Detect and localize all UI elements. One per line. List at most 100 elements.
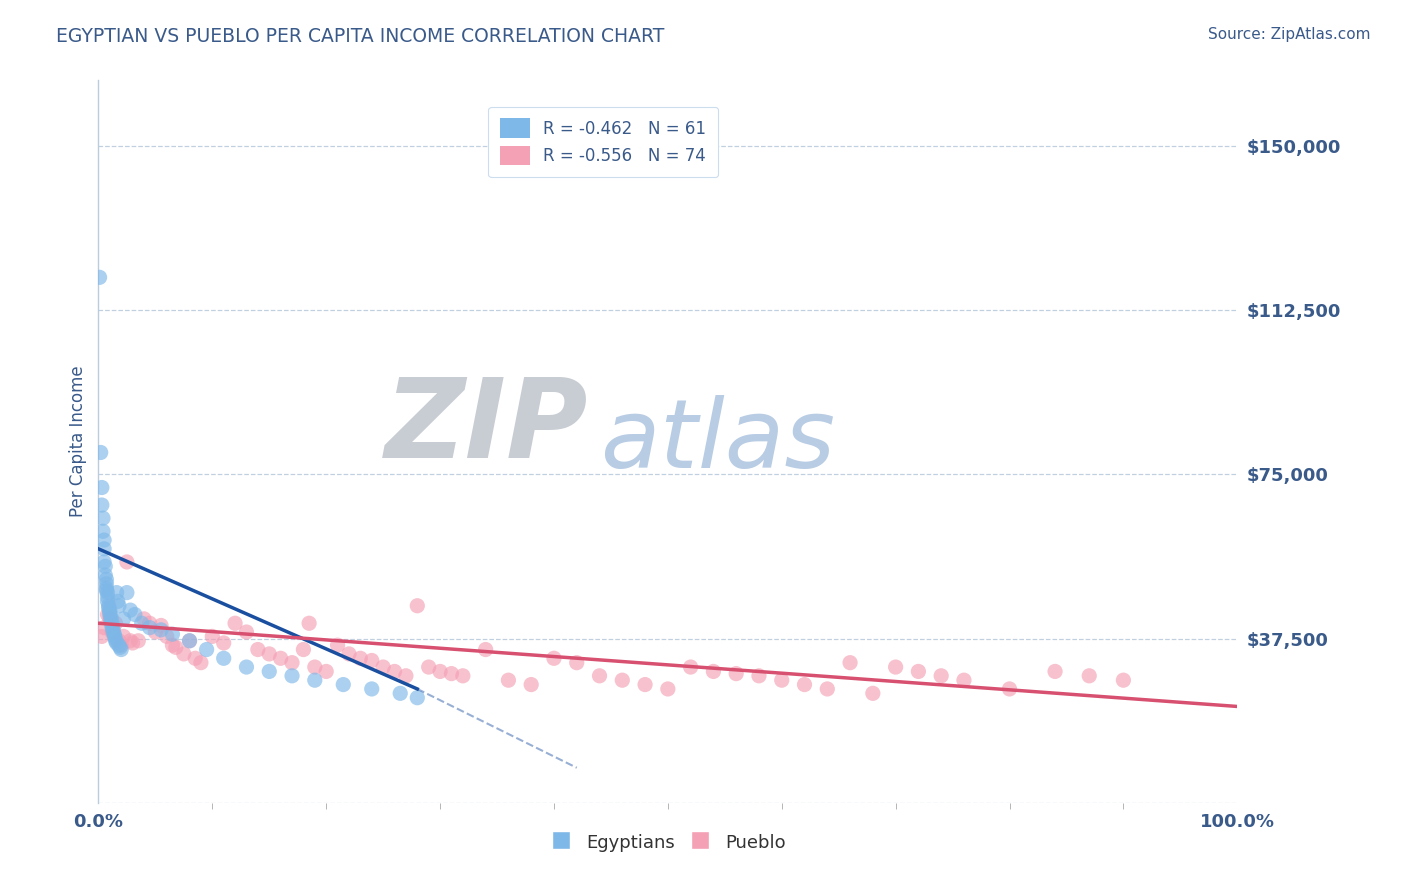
Point xyxy=(839,656,862,670)
Point xyxy=(94,559,117,574)
Point xyxy=(884,660,907,674)
Point xyxy=(190,656,212,670)
Point xyxy=(212,651,235,665)
Point xyxy=(145,625,167,640)
Point xyxy=(105,636,128,650)
Point xyxy=(793,677,815,691)
Point xyxy=(748,669,770,683)
Point xyxy=(173,647,195,661)
Point xyxy=(101,625,124,640)
Point xyxy=(93,555,115,569)
Point xyxy=(104,632,127,646)
Point xyxy=(337,647,360,661)
Point xyxy=(212,636,235,650)
Point xyxy=(91,511,114,525)
Point xyxy=(360,653,382,667)
Point xyxy=(97,601,120,615)
Point xyxy=(162,627,184,641)
Point xyxy=(162,638,184,652)
Point xyxy=(360,681,382,696)
Point xyxy=(1112,673,1135,688)
Point xyxy=(138,621,160,635)
Point xyxy=(179,633,201,648)
Point xyxy=(103,623,125,637)
Point xyxy=(90,498,112,512)
Point xyxy=(725,666,748,681)
Point xyxy=(384,665,406,679)
Point xyxy=(101,616,124,631)
Point xyxy=(90,629,112,643)
Point xyxy=(235,660,257,674)
Point xyxy=(565,656,588,670)
Point xyxy=(406,599,429,613)
Point xyxy=(702,665,724,679)
Point xyxy=(907,665,929,679)
Point xyxy=(97,599,120,613)
Point xyxy=(107,594,129,608)
Point xyxy=(108,599,131,613)
Point xyxy=(91,524,114,539)
Point xyxy=(93,541,115,556)
Point xyxy=(112,629,135,643)
Point xyxy=(104,633,127,648)
Point xyxy=(103,627,125,641)
Point xyxy=(246,642,269,657)
Point xyxy=(98,605,121,619)
Point xyxy=(298,616,321,631)
Point xyxy=(104,616,127,631)
Point xyxy=(96,590,118,604)
Text: Source: ZipAtlas.com: Source: ZipAtlas.com xyxy=(1208,27,1371,42)
Point xyxy=(292,642,315,657)
Point xyxy=(100,609,122,624)
Point xyxy=(131,616,153,631)
Point xyxy=(89,270,111,285)
Point xyxy=(588,669,610,683)
Point xyxy=(94,568,117,582)
Point xyxy=(96,585,118,599)
Point xyxy=(121,636,143,650)
Point xyxy=(224,616,246,631)
Point xyxy=(112,612,135,626)
Point xyxy=(953,673,976,688)
Point xyxy=(93,533,115,547)
Point xyxy=(304,660,326,674)
Point xyxy=(108,633,131,648)
Text: EGYPTIAN VS PUEBLO PER CAPITA INCOME CORRELATION CHART: EGYPTIAN VS PUEBLO PER CAPITA INCOME COR… xyxy=(56,27,665,45)
Point xyxy=(96,594,118,608)
Point xyxy=(1078,669,1101,683)
Point xyxy=(103,625,125,640)
Point xyxy=(815,681,838,696)
Point xyxy=(124,607,146,622)
Point xyxy=(418,660,440,674)
Point xyxy=(105,585,128,599)
Point xyxy=(195,642,218,657)
Point xyxy=(451,669,474,683)
Point xyxy=(440,666,463,681)
Point xyxy=(770,673,793,688)
Point xyxy=(634,677,657,691)
Point xyxy=(150,618,173,632)
Point xyxy=(132,612,155,626)
Point xyxy=(120,603,142,617)
Point xyxy=(259,647,281,661)
Point xyxy=(270,651,292,665)
Legend: Egyptians, Pueblo: Egyptians, Pueblo xyxy=(543,825,793,859)
Point xyxy=(929,669,952,683)
Point xyxy=(120,633,142,648)
Point xyxy=(281,669,304,683)
Point xyxy=(862,686,884,700)
Point xyxy=(96,583,118,598)
Point xyxy=(90,445,112,459)
Point xyxy=(543,651,565,665)
Point xyxy=(115,585,138,599)
Point xyxy=(679,660,702,674)
Point xyxy=(115,555,138,569)
Point xyxy=(98,607,121,622)
Point xyxy=(520,677,543,691)
Point xyxy=(998,681,1021,696)
Point xyxy=(389,686,412,700)
Point xyxy=(110,642,132,657)
Point xyxy=(103,629,125,643)
Point xyxy=(150,623,173,637)
Point xyxy=(281,656,304,670)
